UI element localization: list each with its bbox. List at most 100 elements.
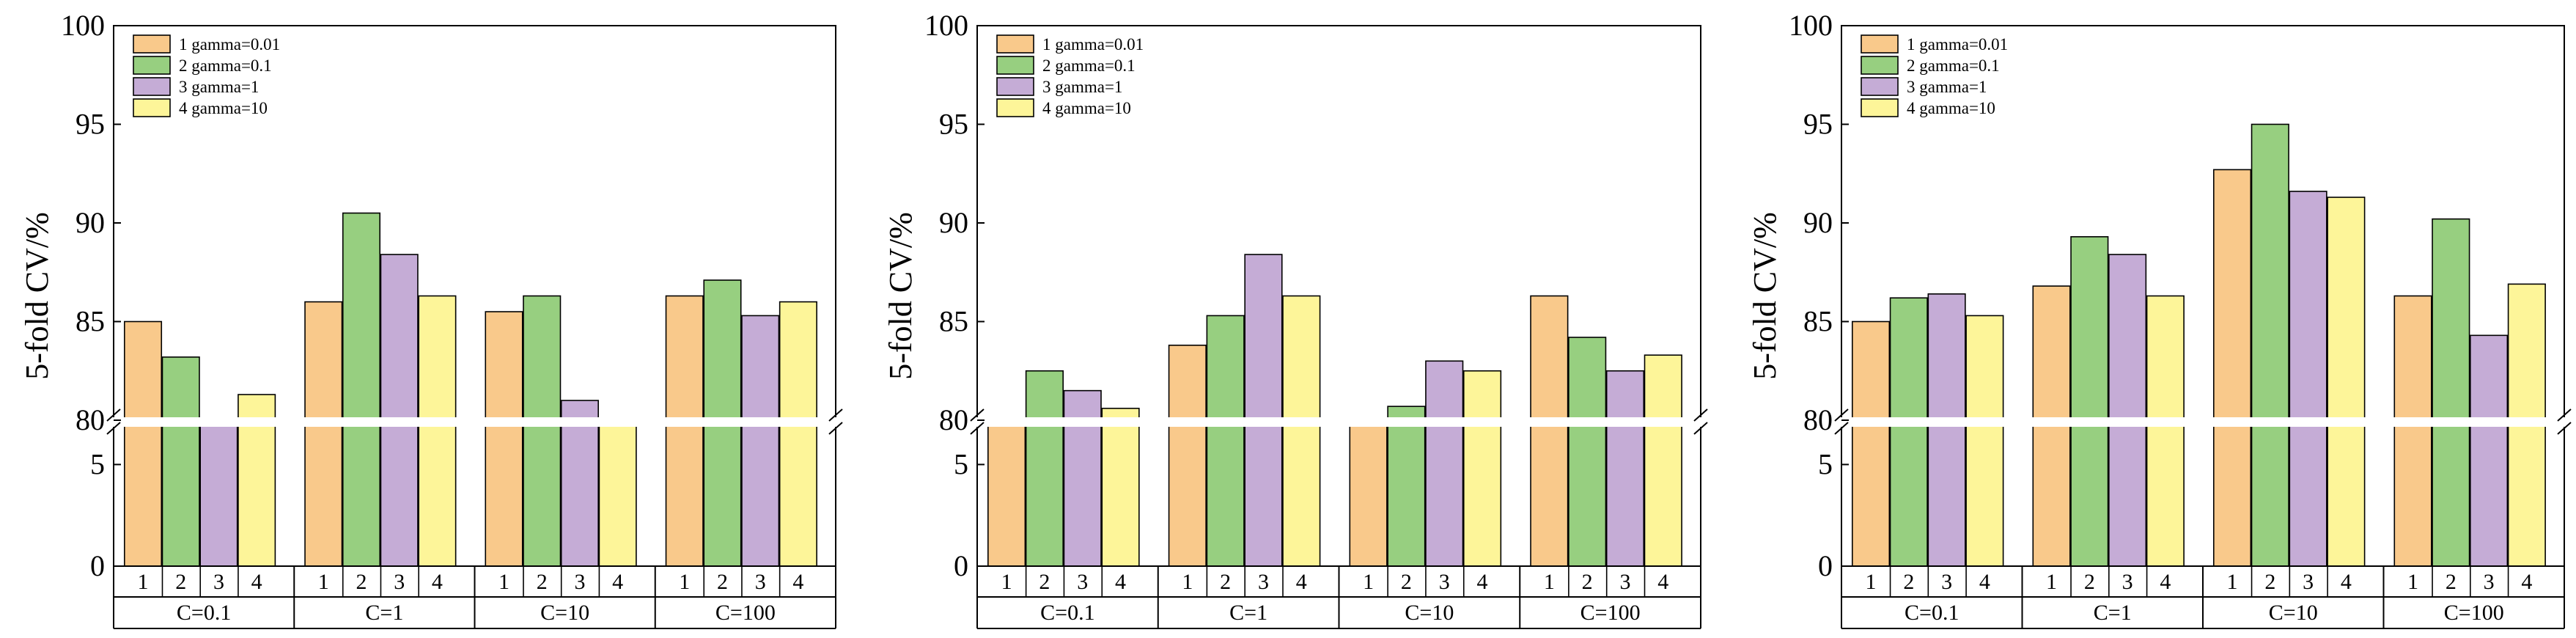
bar-p1-C=100-1 <box>665 295 704 567</box>
bar-p3-C=10-4 <box>2327 197 2366 567</box>
category-label: 4 <box>251 570 262 594</box>
bar-p1-C=100-3 <box>741 315 780 567</box>
y-tick-label: 85 <box>1803 305 1833 338</box>
axis-break-mark <box>106 422 121 435</box>
chart-panel-1: 80 85 90 95 100 0 5 5-fold CV/% 1 2 3 4 C=0.1 1 2 3 4 C=1… <box>19 9 847 629</box>
legend-swatch <box>1861 77 1899 96</box>
bar-p1-C=1-3 <box>380 254 419 567</box>
legend-swatch <box>133 56 171 75</box>
legend-swatch <box>996 77 1034 96</box>
category-label: 4 <box>792 570 803 594</box>
y-tick-label: 85 <box>76 305 105 338</box>
axis-break-mark <box>970 408 985 422</box>
bar-p1-C=1-1 <box>304 301 343 567</box>
bar-p2-C=10-4 <box>1462 370 1502 567</box>
legend-swatch <box>1861 34 1899 54</box>
category-label: 3 <box>1439 570 1450 594</box>
category-label: 3 <box>755 570 766 594</box>
bar-p2-C=100-2 <box>1568 337 1607 567</box>
category-label: 3 <box>1619 570 1630 594</box>
legend-swatch <box>133 77 171 96</box>
bar-p3-C=1-2 <box>2070 236 2109 567</box>
category-label: 4 <box>432 570 443 594</box>
legend-swatch <box>996 56 1034 75</box>
bar-p1-C=100-4 <box>779 301 817 567</box>
bar-p3-C=0.1-4 <box>1965 315 2004 567</box>
legend-label: 2 gamma=0.1 <box>1042 56 1136 75</box>
group-label: C=10 <box>2269 601 2318 625</box>
y-tick-label: 80 <box>76 403 105 436</box>
legend-label: 2 gamma=0.1 <box>1907 56 2000 75</box>
bar-p1-C=10-4 <box>598 419 637 567</box>
bar-p1-C=10-2 <box>523 295 562 567</box>
group-label: C=1 <box>2094 601 2132 625</box>
group-label: C=100 <box>715 601 776 625</box>
category-label: 4 <box>612 570 623 594</box>
legend-label: 1 gamma=0.01 <box>1907 35 2008 54</box>
category-label: 4 <box>2160 570 2171 594</box>
legend-label: 1 gamma=0.01 <box>1042 35 1144 54</box>
bar-p1-C=1-2 <box>342 212 381 567</box>
category-label: 2 <box>175 570 186 594</box>
y-tick-label: 0 <box>1818 549 1833 582</box>
bar-p2-C=0.1-4 <box>1101 408 1140 567</box>
bar-p1-C=0.1-2 <box>161 356 200 567</box>
category-label: 3 <box>1941 570 1952 594</box>
category-label: 1 <box>498 570 509 594</box>
bar-p2-C=100-4 <box>1644 354 1682 567</box>
axis-break-mark <box>828 408 843 422</box>
category-label: 3 <box>2484 570 2495 594</box>
group-label: C=1 <box>1229 601 1267 625</box>
category-label: 1 <box>2407 570 2418 594</box>
bar-p2-C=10-1 <box>1349 419 1388 567</box>
bar-p3-C=1-4 <box>2146 295 2185 567</box>
category-label: 2 <box>2446 570 2457 594</box>
legend-swatch <box>1861 98 1899 117</box>
category-label: 3 <box>394 570 405 594</box>
category-label: 3 <box>2303 570 2314 594</box>
y-tick-label: 90 <box>1803 206 1833 239</box>
legend-label: 4 gamma=10 <box>1042 99 1131 117</box>
category-label: 4 <box>2521 570 2532 594</box>
bar-p3-C=0.1-3 <box>1927 293 1966 567</box>
axis-break-mark <box>106 408 121 422</box>
chart-panel-3: 80 85 90 95 100 0 5 5-fold CV/% 1 2 3 4 C=0.1 1 2 3 4 C=1… <box>1747 9 2576 629</box>
group-label: C=10 <box>540 601 589 625</box>
axis-break-mark <box>828 422 843 435</box>
category-label: 1 <box>1544 570 1555 594</box>
axis-break-gap <box>1830 417 2576 427</box>
bar-p2-C=0.1-2 <box>1025 370 1064 567</box>
axis-break-gap <box>102 417 847 427</box>
category-label: 2 <box>1401 570 1412 594</box>
legend-label: 3 gamma=1 <box>1042 78 1122 96</box>
group-label: C=1 <box>365 601 403 625</box>
bar-p3-C=0.1-2 <box>1889 297 1928 567</box>
category-label: 2 <box>2084 570 2095 594</box>
category-label: 1 <box>318 570 329 594</box>
y-tick-label: 95 <box>939 108 968 141</box>
legend-swatch <box>133 34 171 54</box>
bar-p3-C=10-3 <box>2289 191 2327 567</box>
category-label: 2 <box>1903 570 1914 594</box>
bar-p1-C=0.1-3 <box>199 419 238 567</box>
y-axis-label: 5-fold CV/% <box>883 212 919 380</box>
y-tick-label: 90 <box>939 206 968 239</box>
legend-label: 3 gamma=1 <box>179 78 259 96</box>
bar-p2-C=0.1-3 <box>1063 389 1102 567</box>
group-label: C=100 <box>1580 601 1641 625</box>
y-tick-label: 100 <box>924 9 968 42</box>
category-label: 1 <box>1363 570 1374 594</box>
bar-p1-C=1-4 <box>418 295 457 567</box>
category-label: 1 <box>1182 570 1193 594</box>
category-label: 2 <box>717 570 728 594</box>
y-tick-label: 80 <box>1803 403 1833 436</box>
axis-break-mark <box>1693 422 1708 435</box>
category-label: 2 <box>2264 570 2275 594</box>
category-label: 3 <box>574 570 585 594</box>
bar-p3-C=100-3 <box>2470 334 2509 567</box>
group-label: C=0.1 <box>1905 601 1959 625</box>
axis-break-mark <box>1693 408 1708 422</box>
category-label: 2 <box>1039 570 1050 594</box>
axis-break-mark <box>970 422 985 435</box>
legend-label: 4 gamma=10 <box>179 99 268 117</box>
